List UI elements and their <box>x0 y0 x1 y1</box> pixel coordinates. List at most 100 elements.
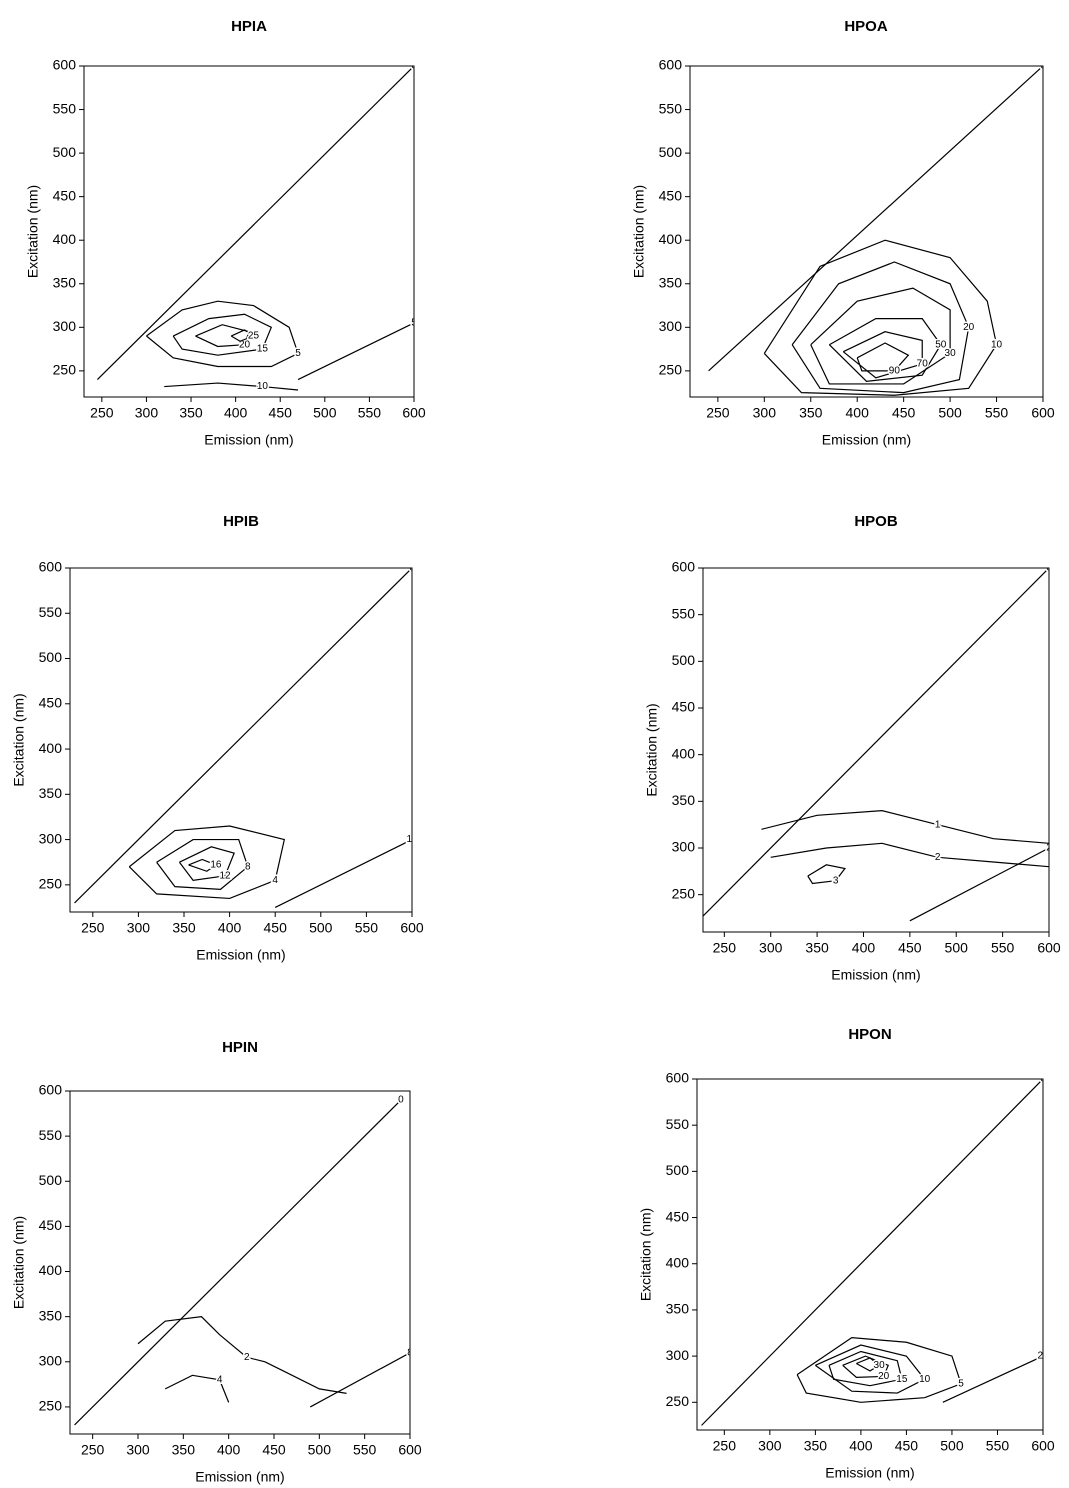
contour-label: 1 <box>935 819 941 830</box>
contour-line <box>828 318 942 382</box>
y-tick-label: 600 <box>39 559 63 575</box>
contour-label: 90 <box>889 366 901 377</box>
x-tick-label: 600 <box>398 1442 422 1458</box>
contour-chart: HPIN Emission (nm) Excitation (nm) 250 300 35… <box>11 1039 422 1485</box>
y-tick-label: 500 <box>53 144 77 160</box>
x-tick-label: 550 <box>358 405 382 421</box>
x-tick-label: 600 <box>1031 1438 1055 1454</box>
contour-label: 0 <box>1040 61 1046 72</box>
contour-line <box>807 864 846 885</box>
y-tick-label: 400 <box>53 231 77 247</box>
contour-line <box>810 287 951 385</box>
contour-line <box>909 847 1049 922</box>
y-tick-label: 350 <box>666 1301 690 1317</box>
contour-line <box>815 1344 926 1394</box>
x-tick-label: 500 <box>313 405 337 421</box>
x-tick-label: 550 <box>991 940 1015 956</box>
contour-label: 25 <box>248 331 260 342</box>
x-axis-label: Emission (nm) <box>204 432 293 448</box>
y-tick-label: 600 <box>53 57 77 73</box>
y-tick-label: 350 <box>672 792 696 808</box>
contour-line <box>188 858 218 872</box>
x-tick-label: 350 <box>799 405 823 421</box>
contour-label: 25 <box>1037 1351 1049 1362</box>
chart-title: HPIN <box>222 1039 258 1056</box>
contour-label: 0 <box>1040 1074 1046 1085</box>
x-tick-label: 350 <box>172 1442 196 1458</box>
y-axis-label: Excitation (nm) <box>25 185 41 278</box>
contour-line <box>137 1316 347 1394</box>
x-tick-label: 300 <box>758 1438 782 1454</box>
contour-label: 50 <box>935 339 947 350</box>
chart-title: HPOA <box>844 18 888 35</box>
contour-label: 10 <box>257 381 269 392</box>
contour-line <box>164 1374 230 1403</box>
y-tick-label: 400 <box>39 1262 63 1278</box>
contour-label: 5 <box>958 1378 964 1389</box>
contour-line <box>156 838 249 890</box>
y-tick-label: 450 <box>39 694 63 710</box>
x-axis-label: Emission (nm) <box>196 947 285 963</box>
x-tick-label: 400 <box>849 1438 873 1454</box>
x-tick-label: 250 <box>90 405 114 421</box>
contour-line <box>761 810 1049 844</box>
y-tick-label: 600 <box>39 1082 63 1098</box>
x-tick-label: 400 <box>217 1442 241 1458</box>
x-tick-label: 550 <box>986 1438 1010 1454</box>
contour-label: 15 <box>896 1374 908 1385</box>
contour-line <box>856 342 910 372</box>
x-tick-label: 300 <box>127 920 151 936</box>
contour-label: 8 <box>245 861 251 872</box>
y-tick-label: 300 <box>672 839 696 855</box>
contour-label: 8 <box>407 1347 413 1358</box>
contour-line <box>796 1337 962 1403</box>
y-tick-label: 450 <box>666 1208 690 1224</box>
contour-line <box>701 1079 1043 1426</box>
contour-label: 30 <box>874 1360 886 1371</box>
y-tick-label: 400 <box>672 745 696 761</box>
plot-area: 0 8 2 4 <box>74 1093 413 1426</box>
x-axis-label: Emission (nm) <box>831 967 920 983</box>
x-tick-label: 400 <box>846 405 870 421</box>
y-tick-label: 550 <box>39 1127 63 1143</box>
y-tick-label: 600 <box>659 57 683 73</box>
y-tick-label: 250 <box>39 1398 63 1414</box>
y-tick-label: 450 <box>659 187 683 203</box>
contour-chart: HPIB Emission (nm) Excitation (nm) 250 300 35… <box>11 513 424 963</box>
contour-line <box>96 66 414 381</box>
x-tick-label: 450 <box>262 1442 286 1458</box>
y-tick-label: 500 <box>39 649 63 665</box>
x-tick-label: 350 <box>804 1438 828 1454</box>
y-tick-label: 250 <box>53 362 77 378</box>
y-tick-label: 350 <box>53 274 77 290</box>
y-tick-label: 450 <box>53 187 77 203</box>
plot-frame <box>69 1090 411 1435</box>
y-axis-label: Excitation (nm) <box>644 703 660 796</box>
y-tick-label: 400 <box>39 740 63 756</box>
chart-title: HPIA <box>231 18 267 35</box>
x-tick-label: 500 <box>938 405 962 421</box>
contour-label: 20 <box>878 1371 890 1382</box>
y-tick-label: 600 <box>672 559 696 575</box>
contour-line <box>842 1355 889 1378</box>
x-tick-label: 250 <box>713 1438 737 1454</box>
x-tick-label: 350 <box>179 405 203 421</box>
y-axis-label: Excitation (nm) <box>631 185 647 278</box>
contour-label: 2 <box>244 1352 250 1363</box>
x-tick-label: 600 <box>1031 405 1055 421</box>
contour-line <box>297 322 414 381</box>
x-tick-label: 500 <box>309 920 333 936</box>
y-tick-label: 500 <box>666 1162 690 1178</box>
plot-frame <box>696 1078 1044 1431</box>
y-tick-label: 350 <box>39 1307 63 1323</box>
contour-label: 0 <box>1046 563 1052 574</box>
contour-label: 0 <box>398 1095 404 1106</box>
y-tick-label: 450 <box>672 699 696 715</box>
contour-label: 12 <box>406 834 418 845</box>
x-tick-label: 250 <box>81 920 105 936</box>
x-tick-label: 600 <box>402 405 426 421</box>
